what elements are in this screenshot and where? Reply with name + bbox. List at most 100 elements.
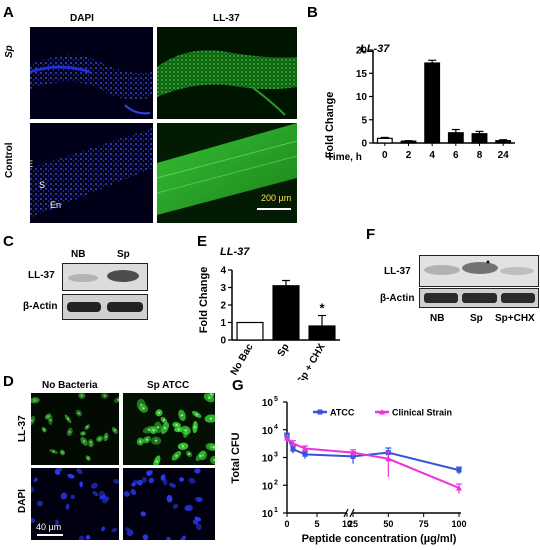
cell-highlight [52,450,55,453]
significance-marker: * [319,301,325,316]
y-tick-exponent: 3 [274,452,278,459]
cell-highlight [49,419,52,422]
cell-highlight [66,417,70,421]
cell-highlight [157,411,161,415]
cell [60,492,68,500]
cell-highlight [86,456,90,460]
blot-actin-f [419,288,539,308]
blot-actin-c [62,294,148,320]
cell [33,477,38,483]
chart-g-ylabel: Total CFU [230,432,242,483]
chart-e: LL-37 Fold Change 0 1 2 3 4 No Bac Sp * Sp + CHX [198,246,340,380]
panel-letter-e: E [197,233,208,250]
cell-highlight [81,432,85,435]
y-tick-base: 10 [262,509,274,520]
legend-marker [317,409,323,415]
x-tick-label: No Bac [229,342,256,378]
cell [101,526,106,532]
cell [179,477,185,482]
column-label-no-bacteria: No Bacteria [42,380,98,391]
cell-highlight [33,399,36,402]
panel-letter-d: D [3,373,14,390]
cell [142,476,147,483]
y-tick-label: 1 [220,318,226,329]
x-tick-label: 50 [383,519,393,529]
x-tick-label: 10 [342,519,352,529]
cell [113,479,119,484]
row-label-control: Control [4,142,15,178]
cell-highlight [184,429,187,432]
bar [376,137,393,144]
cell [147,470,153,476]
cell-highlight [77,412,81,415]
chart-e-ylabel: Fold Change [198,267,210,334]
chart-e-title: LL-37 [220,246,250,258]
layer-label-e: E [30,159,34,169]
micrograph-sp-ll37-cells [123,393,215,465]
row-label-ll37-f: LL-37 [384,266,411,277]
cell [65,503,70,510]
micrograph-sp-ll37 [157,27,297,119]
cell-highlight [89,440,92,444]
legend-marker [379,409,385,415]
y-tick-exponent: 4 [274,424,278,431]
cell [92,491,99,497]
data-point [385,455,392,462]
x-tick-label: Sp [276,342,292,359]
column-label-ll37: LL-37 [213,13,240,24]
y-tick-label: 0 [361,139,367,150]
cell-highlight [212,445,215,449]
cell [126,529,134,537]
blot-ll37-f [419,255,539,287]
row-label-ll37-c: LL-37 [28,270,55,281]
chart-g: Total CFU Peptide concentration (µg/ml) … [230,396,467,545]
cell [163,478,168,486]
cell [166,536,171,540]
cell-highlight [147,428,151,431]
cell [132,479,139,485]
cell [54,469,61,475]
x-tick-label: 25 [348,519,358,529]
cell-highlight [180,414,184,417]
y-tick-label: 4 [220,266,226,277]
cell [168,482,177,488]
cell [79,481,83,488]
x-tick-label: 8 [477,150,483,161]
chart-b-xlabel: Time, h [327,152,362,163]
cell [123,491,130,497]
cell-highlight [207,396,211,400]
y-tick-label: 2 [220,301,226,312]
cell-highlight [98,437,101,441]
cell [31,486,34,493]
scale-bar-label-a: 200 µm [261,193,292,203]
y-tick-label: 10 [356,92,368,103]
cell-highlight [213,458,215,462]
scale-bar-d [37,534,63,536]
series-line [286,435,460,472]
cell-highlight [152,429,155,432]
micrograph-nobac-dapi: 40 µm [31,468,119,540]
cell [140,511,146,517]
bar [447,132,464,144]
micrograph-sp-dapi [30,27,153,119]
y-tick-label: 0 [220,336,226,347]
cell-highlight [209,417,213,420]
cell [196,523,202,531]
cell-highlight [42,428,46,431]
bar [308,325,336,341]
bar [400,140,417,144]
cell-highlight [187,452,191,456]
cell-highlight [163,426,167,430]
row-label-sp: Sp [4,45,15,58]
y-tick-exponent: 1 [274,507,278,514]
data-point [290,440,296,446]
chart-g-xlabel: Peptide concentration (µg/ml) [302,533,457,545]
x-tick-label: Sp + CHX [295,342,327,380]
bar [471,133,488,144]
y-tick-label: 20 [356,46,368,57]
cell [78,535,85,540]
panel-letter-c: C [3,233,14,250]
cell [136,479,143,486]
x-tick-label: 2 [406,150,412,161]
